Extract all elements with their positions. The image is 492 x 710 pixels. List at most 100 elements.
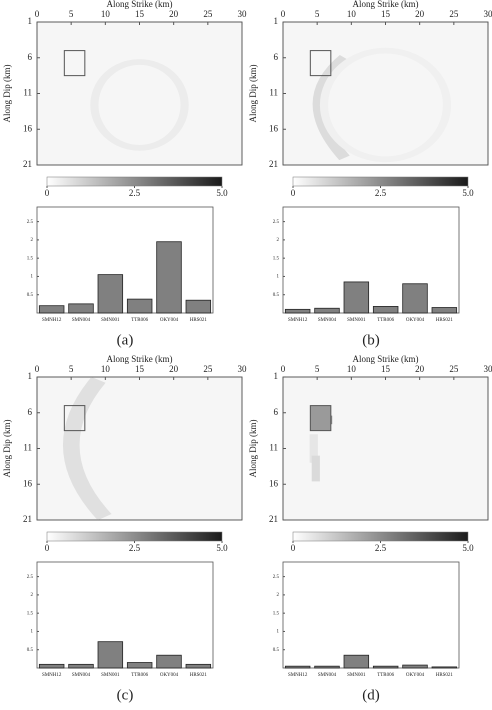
x-tick-label: 0 xyxy=(281,9,286,19)
bar xyxy=(431,666,458,669)
colorbar xyxy=(46,176,223,187)
x-tick-label: SMN001 xyxy=(101,318,120,323)
x-tick-label: SMNH12 xyxy=(42,673,62,678)
bar xyxy=(314,307,340,314)
slip-pattern xyxy=(53,29,214,173)
x-tick-label: OKY004 xyxy=(160,673,179,678)
y-tick-label: 2 xyxy=(31,238,34,243)
y-tick-label: 16 xyxy=(23,478,33,488)
colorbar-tick-label: 5.0 xyxy=(462,188,474,198)
y-tick-label: 0.5 xyxy=(273,648,280,653)
x-tick-label: 5 xyxy=(69,364,74,374)
bar xyxy=(372,665,399,669)
slip-map xyxy=(312,47,452,163)
bar xyxy=(343,281,370,314)
x-tick-label: 20 xyxy=(169,364,179,374)
colorbar-tick-label: 0 xyxy=(45,543,50,553)
bar xyxy=(402,283,428,314)
y-tick-label: 16 xyxy=(269,123,279,133)
bar xyxy=(38,663,65,669)
x-tick-label: 30 xyxy=(238,364,248,374)
x-tick-label: SMN004 xyxy=(72,318,91,323)
y-tick-label: 2.5 xyxy=(273,575,280,580)
x-tick-label: SMN004 xyxy=(72,673,91,678)
y-tick-label: 0.5 xyxy=(273,293,280,298)
colorbar-tick-label: 5.0 xyxy=(216,188,228,198)
x-tick-label: OKY004 xyxy=(406,673,425,678)
y-tick-label: 1 xyxy=(28,16,33,26)
colorbar xyxy=(46,531,223,542)
colorbar-tick-label: 0 xyxy=(45,188,50,198)
x-tick-label: OKY004 xyxy=(160,318,179,323)
x-tick-label: HRS021 xyxy=(190,318,208,323)
x-tick-label: 5 xyxy=(315,9,320,19)
bar xyxy=(431,307,458,314)
bar xyxy=(156,241,182,314)
x-tick-label: 25 xyxy=(449,364,459,374)
x-tick-label: TTR006 xyxy=(131,318,148,323)
panel-caption: (d) xyxy=(362,687,380,703)
bar xyxy=(126,298,153,314)
y-axis-title: Along Dip (km) xyxy=(2,65,12,123)
y-tick-label: 6 xyxy=(274,407,279,417)
colorbar-tick-label: 2.5 xyxy=(129,188,141,198)
slip-map xyxy=(63,376,112,521)
y-tick-label: 6 xyxy=(274,52,279,62)
x-tick-label: SMN001 xyxy=(101,673,120,678)
x-tick-label: 20 xyxy=(415,364,425,374)
y-tick-label: 1 xyxy=(274,371,279,381)
slip-map xyxy=(53,29,214,173)
x-tick-label: 20 xyxy=(169,9,179,19)
colorbar-tick-label: 0 xyxy=(291,543,296,553)
slip-pattern xyxy=(309,434,318,463)
x-tick-label: 0 xyxy=(281,364,286,374)
panel-caption: (b) xyxy=(362,332,380,348)
colorbar-tick-label: 2.5 xyxy=(375,543,387,553)
colorbar xyxy=(292,531,469,542)
colorbar-tick-label: 5.0 xyxy=(462,543,474,553)
x-tick-label: 10 xyxy=(347,9,357,19)
y-tick-label: 16 xyxy=(269,478,279,488)
y-tick-label: 1 xyxy=(28,371,33,381)
y-tick-label: 6 xyxy=(28,52,33,62)
y-axis-title: Along Dip (km) xyxy=(248,65,258,123)
y-tick-label: 2.5 xyxy=(27,220,34,225)
bar xyxy=(68,663,94,669)
x-axis-title: Along Strike (km) xyxy=(353,354,419,364)
slip-pattern xyxy=(63,376,112,521)
x-tick-label: SMN001 xyxy=(347,673,366,678)
y-tick-label: 16 xyxy=(23,123,33,133)
x-tick-label: TTR006 xyxy=(377,673,394,678)
x-tick-label: 30 xyxy=(484,9,492,19)
x-axis-title: Along Strike (km) xyxy=(107,354,173,364)
y-tick-label: 21 xyxy=(269,514,278,524)
slip-pattern xyxy=(90,59,189,151)
y-tick-label: 2 xyxy=(277,593,280,598)
y-tick-label: 11 xyxy=(23,443,32,453)
highlight-box xyxy=(63,50,86,77)
plot-frame xyxy=(36,561,214,669)
y-tick-label: 0.5 xyxy=(27,648,34,653)
colorbar-tick-label: 2.5 xyxy=(375,188,387,198)
colorbar-tick-label: 0 xyxy=(291,188,296,198)
x-tick-label: 15 xyxy=(135,9,145,19)
y-tick-label: 2 xyxy=(277,238,280,243)
y-tick-label: 2.5 xyxy=(273,220,280,225)
colorbar-tick-label: 5.0 xyxy=(216,543,228,553)
y-tick-label: 21 xyxy=(269,159,278,169)
x-tick-label: 10 xyxy=(101,9,111,19)
y-tick-label: 2.5 xyxy=(27,575,34,580)
y-tick-label: 21 xyxy=(23,159,32,169)
bar xyxy=(126,662,153,669)
x-tick-label: 25 xyxy=(203,9,213,19)
plot-frame xyxy=(282,206,460,314)
y-tick-label: 0.5 xyxy=(27,293,34,298)
x-tick-label: 10 xyxy=(347,364,357,374)
bar xyxy=(97,641,124,669)
plot-frame xyxy=(282,561,460,669)
bar xyxy=(185,663,212,669)
panel-caption: (c) xyxy=(117,687,134,703)
bar xyxy=(343,654,370,669)
